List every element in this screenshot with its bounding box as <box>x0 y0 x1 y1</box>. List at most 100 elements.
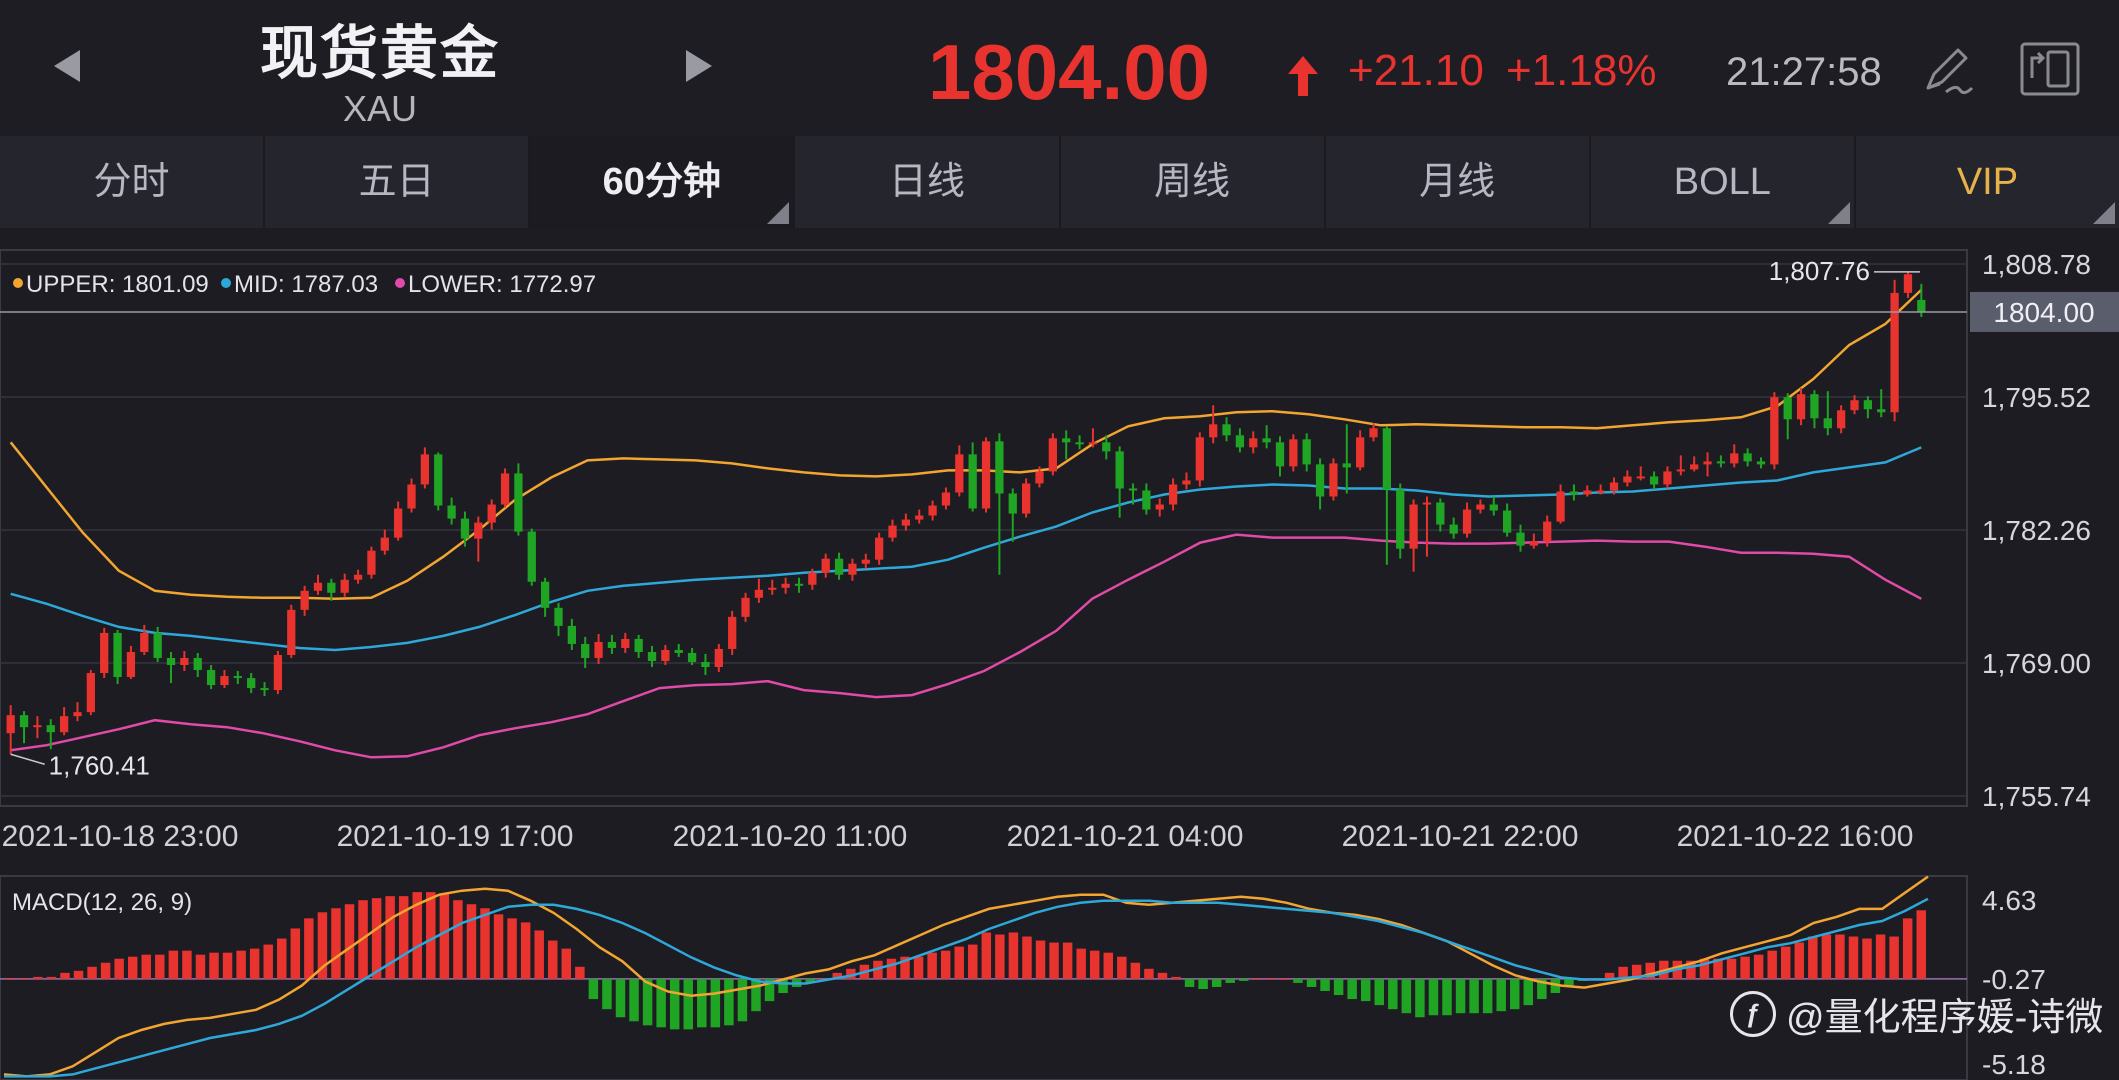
tab-intraday[interactable]: 分时 <box>0 136 266 228</box>
macd-bar <box>1157 972 1168 979</box>
period-tabs: 分时 五日 60分钟 日线 周线 月线 BOLL VIP <box>0 136 2119 228</box>
tab-60min[interactable]: 60分钟 <box>530 136 796 228</box>
macd-bar <box>1076 948 1086 979</box>
macd-bar <box>155 954 165 979</box>
candle-body <box>1249 438 1258 448</box>
price-change-percent: +1.18% <box>1506 46 1657 95</box>
candle-body <box>1195 437 1204 481</box>
candle-body <box>701 661 710 668</box>
chevron-left-icon[interactable] <box>54 50 80 82</box>
tab-daily[interactable]: 日线 <box>795 136 1061 228</box>
macd-lines <box>3 875 1929 1078</box>
candle-body <box>1569 491 1579 495</box>
macd-bar <box>1564 978 1574 987</box>
macd-bar <box>249 948 260 979</box>
macd-bar <box>290 928 301 979</box>
candle-body <box>166 657 176 666</box>
candle-body <box>1048 438 1057 472</box>
candle-body <box>1302 439 1311 465</box>
candle-body <box>367 550 376 575</box>
pen-icon[interactable] <box>1920 44 1976 98</box>
tab-weekly[interactable]: 周线 <box>1061 136 1326 228</box>
tab-boll[interactable]: BOLL <box>1591 136 1856 228</box>
macd-bar <box>1537 978 1547 1000</box>
tab-vip[interactable]: VIP <box>1856 136 2119 228</box>
x-tick-label: 2021-10-22 16:00 <box>1677 820 1914 853</box>
macd-bar <box>1482 978 1493 1014</box>
y-tick-label: 1,808.78 <box>1982 249 2091 280</box>
tab-monthly[interactable]: 月线 <box>1326 136 1591 228</box>
candle-body <box>861 559 870 564</box>
screen-rotate-icon[interactable] <box>2018 38 2082 100</box>
macd-bar <box>1848 936 1859 979</box>
macd-bar <box>344 904 355 979</box>
macd-bar <box>1184 978 1195 987</box>
candle-body <box>1676 469 1685 472</box>
macd-bar <box>1916 910 1926 979</box>
macd-bar <box>426 892 436 979</box>
weibo-logo-icon: ƒ <box>1730 990 1776 1037</box>
candle-body <box>1168 484 1178 505</box>
macd-bar <box>1604 972 1615 979</box>
candle-body <box>901 519 911 526</box>
tab-five-day[interactable]: 五日 <box>265 136 531 228</box>
macd-bar <box>886 958 897 979</box>
macd-bar <box>1144 968 1154 979</box>
candle-body <box>460 518 470 539</box>
candle-body <box>1516 532 1525 546</box>
candle-body <box>126 651 136 678</box>
candle-body <box>1529 541 1538 546</box>
macd-bar <box>1022 936 1032 979</box>
macd-bar <box>968 944 978 979</box>
candle-body <box>233 676 242 679</box>
candle-body <box>487 504 496 523</box>
macd-bar <box>561 948 572 979</box>
macd-bar <box>1902 918 1913 979</box>
kline-chart[interactable]: UPPER: 1801.09 MID: 1787.03 LOWER: 1772.… <box>0 228 2119 1080</box>
candle-body <box>1690 464 1699 470</box>
candle-body <box>581 643 590 658</box>
candle-body <box>1783 397 1792 420</box>
macd-bar <box>588 978 599 1000</box>
macd-bar <box>805 978 815 983</box>
macd-bar <box>1239 978 1249 981</box>
candle-body <box>1449 524 1458 534</box>
candle-body <box>1543 521 1552 542</box>
candle-body <box>1342 463 1351 468</box>
macd-bar <box>1862 938 1872 979</box>
candle-body <box>687 652 697 662</box>
candle-body <box>1356 437 1365 468</box>
macd-bar <box>1794 942 1805 979</box>
candle-body <box>741 597 750 617</box>
macd-bar <box>1713 958 1723 979</box>
candle-body <box>1623 476 1632 483</box>
chevron-right-icon[interactable] <box>686 50 712 82</box>
candle-body <box>794 583 804 586</box>
legend-upper: UPPER: 1801.09 <box>26 271 209 298</box>
macd-bar <box>602 978 612 1010</box>
candle-body <box>1556 491 1565 522</box>
candle-body <box>100 632 109 674</box>
macd-bar <box>1753 954 1764 979</box>
macd-bar <box>1211 978 1222 987</box>
candle-body <box>1436 502 1445 525</box>
current-price-marker: 1804.00 <box>0 291 2119 332</box>
macd-bar <box>412 892 422 979</box>
candle-body <box>1275 442 1285 467</box>
legend-mid: MID: 1787.03 <box>234 271 378 298</box>
macd-bar <box>1740 956 1750 979</box>
legend-upper-dot <box>13 278 23 288</box>
candle-body <box>728 616 737 649</box>
candle-body <box>875 537 884 560</box>
candle-body <box>888 525 897 538</box>
macd-bar <box>1415 978 1425 1018</box>
candle-body <box>714 648 723 668</box>
legend-lower: LOWER: 1772.97 <box>408 271 596 298</box>
candle-body <box>1730 453 1739 464</box>
candle-body <box>1088 442 1098 445</box>
macd-bar <box>1821 934 1832 979</box>
chart-area[interactable]: UPPER: 1801.09 MID: 1787.03 LOWER: 1772.… <box>0 228 2119 1080</box>
tab-label: 五日 <box>358 161 435 203</box>
candle-body <box>6 715 15 734</box>
candle-body <box>1837 410 1846 429</box>
